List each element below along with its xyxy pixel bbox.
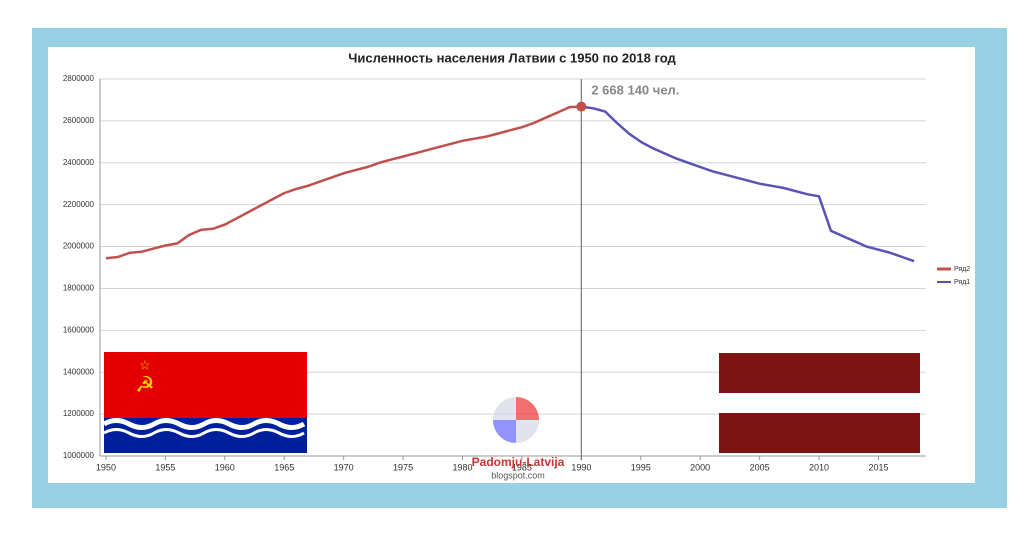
y-tick-label: 2000000 bbox=[63, 242, 95, 251]
x-tick-label: 2000 bbox=[690, 462, 710, 472]
logo-part bbox=[493, 420, 516, 443]
legend-label: Ряд2 bbox=[954, 266, 970, 273]
annotation: 2 668 140 чел. bbox=[591, 82, 679, 97]
x-tick-label: 1995 bbox=[631, 462, 651, 472]
watermark-logo bbox=[493, 397, 539, 443]
x-tick-label: 1985 bbox=[512, 462, 532, 472]
series-line bbox=[105, 105, 582, 260]
y-tick-label: 2200000 bbox=[63, 200, 95, 209]
x-tick-label: 1970 bbox=[334, 462, 354, 472]
y-tick-label: 1000000 bbox=[63, 451, 95, 460]
x-tick-label: 2015 bbox=[868, 462, 888, 472]
x-tick-label: 1965 bbox=[274, 462, 294, 472]
x-tick-label: 1990 bbox=[571, 462, 591, 472]
chart-title: Численность населения Латвии с 1950 по 2… bbox=[348, 50, 676, 65]
y-tick-label: 1800000 bbox=[63, 284, 95, 293]
y-tick-label: 1400000 bbox=[63, 367, 95, 376]
x-tick-label: 1960 bbox=[215, 462, 235, 472]
x-tick-label: 2005 bbox=[750, 462, 770, 472]
flag-red bbox=[104, 352, 307, 418]
flag-wave bbox=[102, 418, 306, 430]
series-line bbox=[581, 105, 915, 263]
y-tick-label: 2400000 bbox=[63, 158, 95, 167]
flag-white bbox=[719, 393, 920, 413]
logo-part bbox=[516, 397, 539, 420]
watermark: blogspot.com bbox=[491, 470, 545, 480]
x-tick-label: 1955 bbox=[155, 462, 175, 472]
flag-emblem: ☭ bbox=[135, 372, 155, 397]
flag-wave bbox=[103, 428, 305, 438]
y-tick-label: 1200000 bbox=[63, 409, 95, 418]
annotation-point bbox=[576, 101, 587, 112]
legend-label: Ряд1 bbox=[954, 279, 970, 286]
flag-star: ☆ bbox=[139, 357, 151, 372]
y-tick-label: 2600000 bbox=[63, 116, 95, 125]
y-tick-label: 1600000 bbox=[63, 325, 95, 334]
y-tick-label: 2800000 bbox=[63, 74, 95, 83]
x-tick-label: 1950 bbox=[96, 462, 116, 472]
watermark: Padomju-Latvija bbox=[472, 455, 565, 469]
x-tick-label: 2010 bbox=[809, 462, 829, 472]
ussr-flag: ☆ ☭ bbox=[102, 352, 307, 453]
latvia-flag bbox=[719, 353, 920, 453]
x-tick-label: 1975 bbox=[393, 462, 413, 472]
x-tick-label: 1980 bbox=[452, 462, 472, 472]
